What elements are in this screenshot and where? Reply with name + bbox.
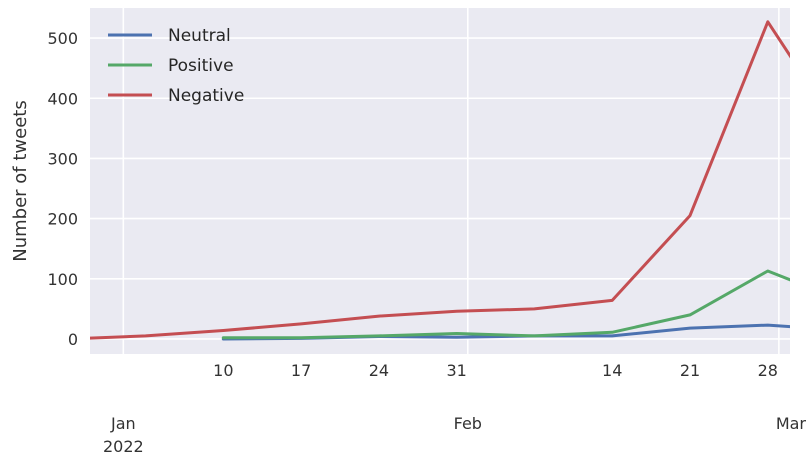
legend-label-negative: Negative (168, 86, 244, 106)
x-minor-tick-label: 17 (291, 361, 311, 380)
x-minor-tick-label: 31 (446, 361, 466, 380)
x-major-tick-label: Feb (454, 414, 482, 433)
y-tick-label: 300 (47, 149, 78, 168)
y-axis-label: Number of tweets (10, 100, 31, 261)
legend: Neutral Positive Negative (108, 26, 244, 106)
y-tick-label: 500 (47, 29, 78, 48)
x-minor-tick-label: 14 (602, 361, 622, 380)
x-minor-tick-label: 24 (369, 361, 389, 380)
y-axis: 0 100 200 300 400 500 (47, 29, 78, 349)
x-major-tick-sublabel: 2022 (103, 437, 144, 456)
x-major-tick-label: Jan (110, 414, 136, 433)
plot-background (90, 8, 790, 354)
y-tick-label: 400 (47, 89, 78, 108)
y-tick-label: 200 (47, 210, 78, 229)
series-line-positive (221, 269, 790, 340)
grid-lines (90, 8, 790, 354)
x-minor-tick-label: 28 (758, 361, 778, 380)
series-line-negative (90, 20, 790, 340)
y-tick-label: 100 (47, 270, 78, 289)
legend-label-positive: Positive (168, 56, 234, 76)
x-minor-tick-label: 21 (680, 361, 700, 380)
x-axis: 10 17 24 31 14 21 28 Jan 2022 Feb Mar (103, 361, 806, 456)
x-minor-tick-label: 10 (213, 361, 233, 380)
y-tick-label: 0 (68, 330, 78, 349)
x-major-tick-label: Mar (776, 414, 806, 433)
legend-label-neutral: Neutral (168, 26, 231, 46)
series-lines (90, 20, 790, 341)
